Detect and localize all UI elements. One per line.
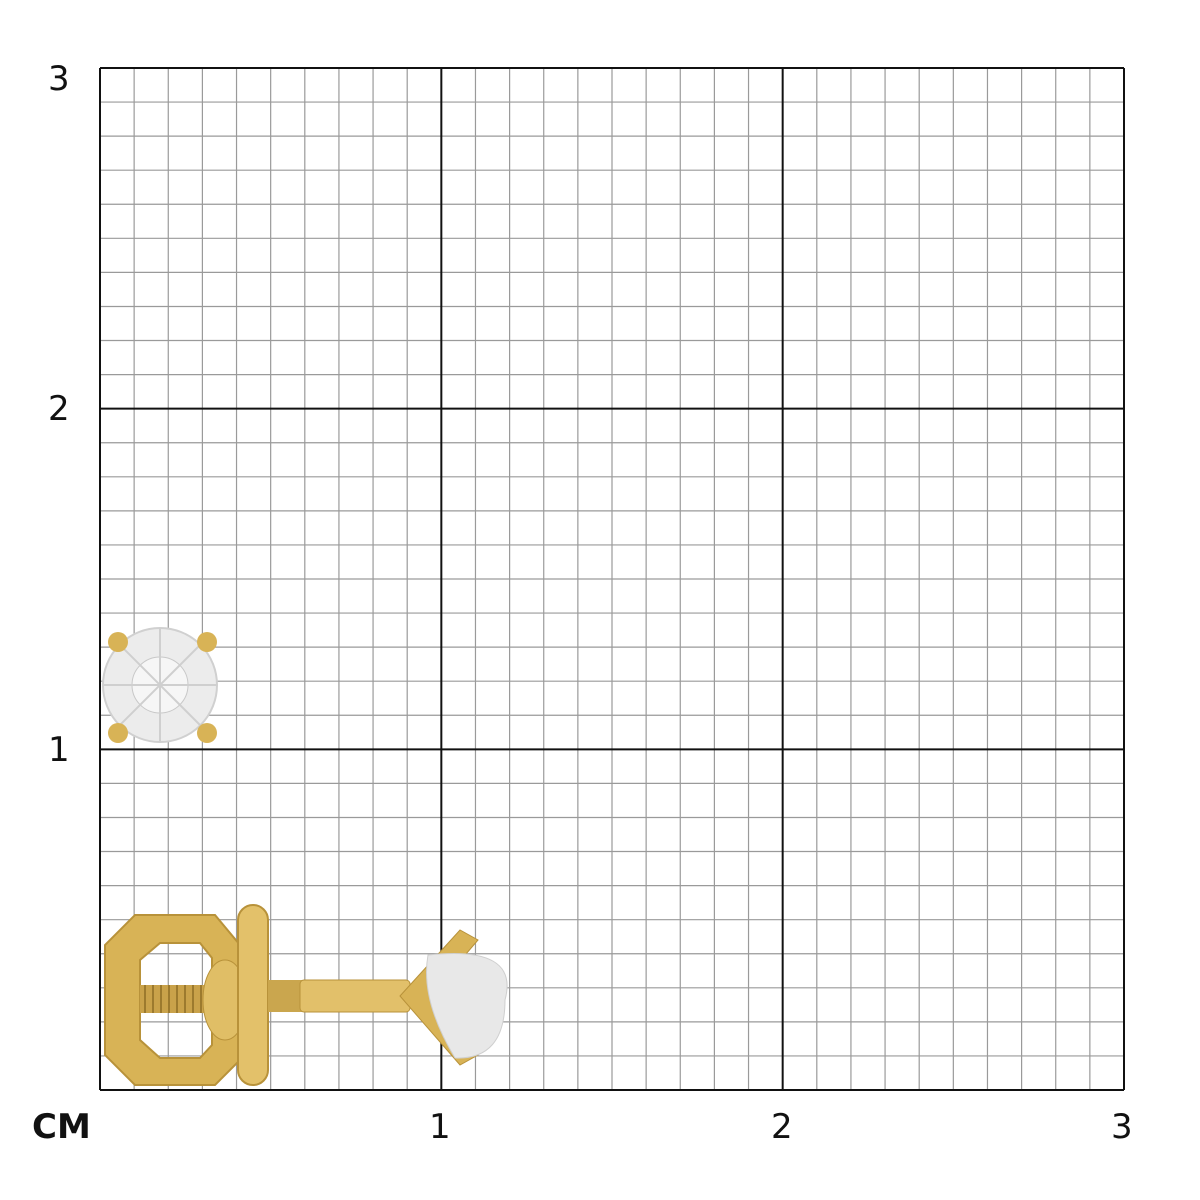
- y-label-3: 3: [48, 59, 70, 99]
- y-label-1: 1: [48, 730, 70, 770]
- x-label-1: 1: [429, 1107, 451, 1147]
- y-label-2: 2: [48, 389, 70, 429]
- x-label-2: 2: [771, 1107, 793, 1147]
- earring-side-view: [104, 904, 508, 1086]
- x-label-3: 3: [1111, 1107, 1133, 1147]
- unit-label: CM: [32, 1107, 91, 1147]
- earring-top-view: [102, 627, 218, 743]
